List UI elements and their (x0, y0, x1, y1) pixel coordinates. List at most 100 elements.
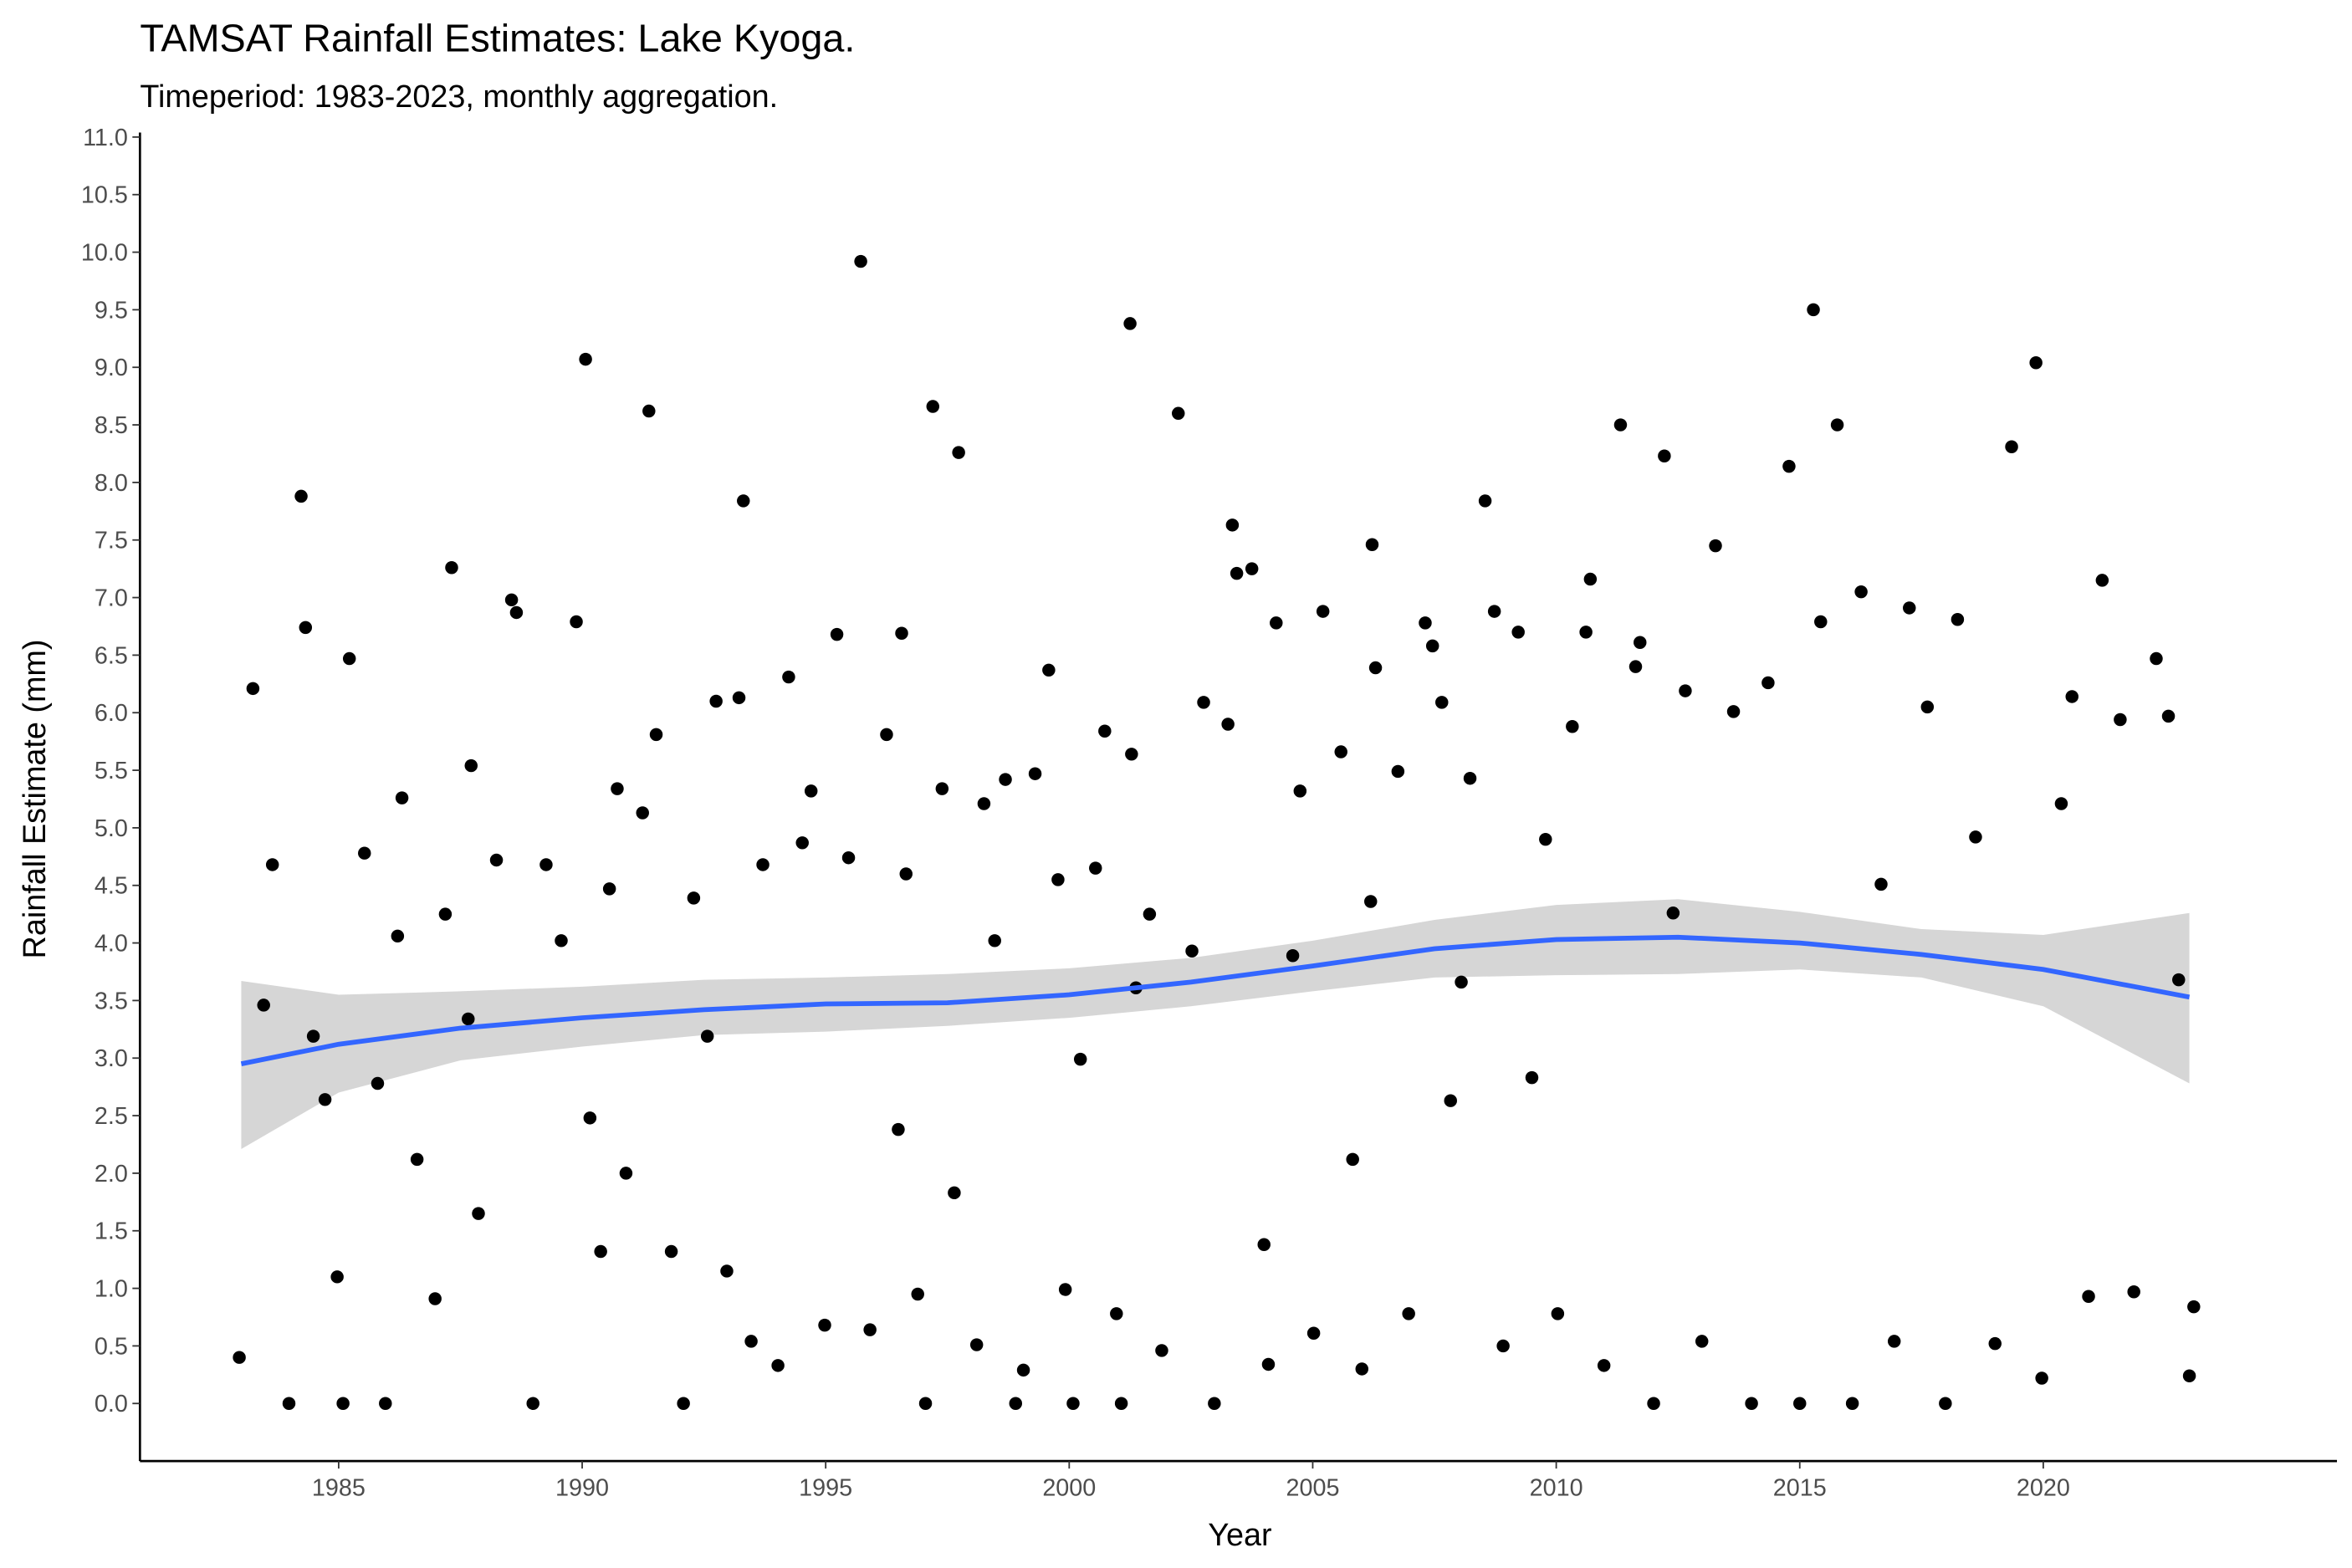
data-point (895, 626, 908, 640)
data-point (318, 1093, 332, 1106)
data-point (926, 400, 940, 413)
x-tick-label: 2015 (1773, 1474, 1827, 1501)
data-point (462, 1012, 475, 1026)
data-point (555, 934, 568, 947)
data-point (1666, 907, 1680, 920)
data-point (1042, 663, 1056, 677)
data-point (330, 1270, 344, 1284)
y-tick-label: 9.0 (95, 355, 128, 381)
data-point (1709, 539, 1722, 553)
data-point (1613, 418, 1628, 432)
data-point (1225, 518, 1240, 532)
data-point (2035, 1371, 2048, 1385)
data-point (1425, 639, 1439, 653)
data-point (611, 782, 624, 795)
data-point (583, 1111, 597, 1125)
data-point (1647, 1397, 1660, 1410)
data-point (1455, 975, 1468, 989)
data-point (1583, 572, 1598, 586)
y-tick-label: 10.5 (81, 182, 128, 209)
data-point (756, 858, 770, 871)
data-point (489, 853, 504, 867)
data-point (1463, 771, 1477, 785)
data-point (720, 1264, 734, 1278)
x-tick-label: 2000 (1042, 1474, 1096, 1501)
data-point (306, 1029, 320, 1043)
data-point (854, 254, 867, 268)
y-tick-label: 5.0 (95, 815, 128, 842)
data-point (1679, 684, 1692, 697)
data-point (509, 605, 524, 620)
y-tick-label: 3.0 (95, 1045, 128, 1072)
y-tick-label: 6.5 (95, 642, 128, 669)
data-point (1073, 1052, 1087, 1066)
data-point (1579, 626, 1593, 639)
data-point (472, 1207, 485, 1220)
data-point (818, 1318, 831, 1332)
data-point (1125, 748, 1138, 761)
x-tick-label: 2020 (2017, 1474, 2070, 1501)
data-point (1874, 877, 1888, 891)
data-point (642, 404, 656, 418)
data-point (1435, 696, 1449, 709)
data-point (1098, 724, 1112, 738)
y-tick-label: 8.0 (95, 470, 128, 497)
data-point (1903, 601, 1916, 615)
data-point (539, 858, 553, 871)
data-point (988, 934, 1001, 947)
data-point (1887, 1335, 1901, 1348)
data-point (795, 836, 809, 850)
data-point (1185, 944, 1199, 958)
x-tick-label: 1985 (312, 1474, 366, 1501)
data-point (977, 797, 991, 810)
data-point (1016, 1363, 1030, 1377)
data-point (1365, 538, 1379, 551)
data-point (709, 694, 723, 708)
data-point (1270, 616, 1283, 630)
data-point (1782, 459, 1796, 473)
data-point (1364, 895, 1378, 908)
data-point (1634, 636, 1647, 649)
data-point (841, 850, 856, 865)
data-point (464, 758, 478, 773)
data-point (918, 1397, 933, 1410)
data-point (1123, 317, 1137, 330)
y-tick-label: 1.0 (95, 1275, 128, 1302)
data-point (1487, 605, 1501, 618)
data-point (1355, 1362, 1369, 1376)
data-point (1230, 566, 1244, 580)
data-point (935, 782, 949, 795)
data-point (649, 728, 663, 742)
y-tick-label: 7.5 (95, 528, 128, 554)
data-point (2187, 1300, 2201, 1314)
data-point (1551, 1307, 1565, 1320)
data-point (1143, 907, 1157, 921)
data-point (2114, 712, 2127, 727)
data-point (526, 1397, 539, 1410)
data-point (782, 670, 795, 684)
data-point (1346, 1152, 1359, 1167)
data-point (246, 682, 260, 696)
data-point (504, 593, 519, 607)
data-point (391, 929, 405, 943)
chart-title: TAMSAT Rainfall Estimates: Lake Kyoga. (140, 16, 855, 59)
data-point (1391, 764, 1405, 779)
data-point (771, 1359, 785, 1372)
data-point (1511, 626, 1525, 639)
data-point (1058, 1283, 1072, 1296)
data-point (594, 1244, 607, 1259)
data-point (1830, 418, 1844, 432)
data-point (1334, 745, 1347, 758)
data-point (1539, 832, 1552, 846)
data-point (1066, 1397, 1080, 1410)
data-point (1286, 948, 1300, 963)
y-tick-label: 0.5 (95, 1333, 128, 1360)
data-point (1566, 720, 1579, 733)
data-point (1969, 830, 1982, 844)
data-point (1306, 1326, 1321, 1341)
data-point (687, 891, 701, 905)
data-point (1951, 612, 1965, 626)
data-point (2065, 690, 2078, 703)
data-point (880, 728, 893, 742)
data-point (358, 846, 371, 860)
